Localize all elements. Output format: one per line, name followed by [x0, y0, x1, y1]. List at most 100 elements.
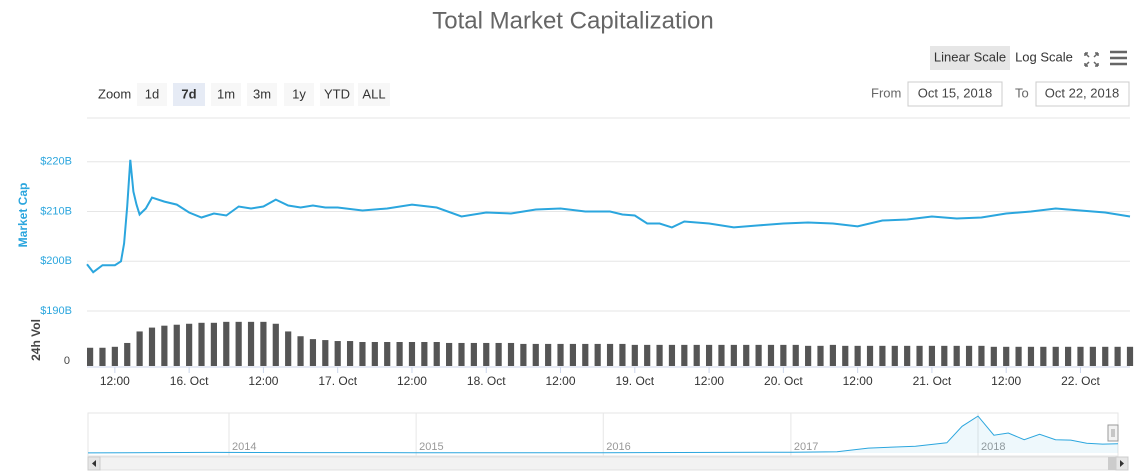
volume-bar	[718, 344, 725, 366]
volume-bar	[606, 343, 614, 366]
zoom-button[interactable]	[358, 83, 390, 106]
from-label: From	[871, 85, 901, 100]
y2-axis-title: 24h Vol	[29, 319, 43, 361]
volume-bar	[124, 342, 131, 366]
zoom-button-label[interactable]: ALL	[362, 86, 385, 101]
volume-bar	[569, 343, 577, 366]
volume-bar	[941, 345, 948, 366]
volume-bar	[953, 345, 960, 366]
volume-bar	[136, 331, 143, 366]
x-tick-label: 21. Oct	[913, 374, 952, 388]
volume-bar	[545, 343, 552, 366]
zoom-button[interactable]	[284, 83, 314, 106]
y2-tick-label: 0	[64, 355, 70, 367]
volume-bar	[1089, 346, 1096, 366]
navigator-tick-label: 2014	[232, 441, 256, 453]
volume-bar	[792, 344, 799, 366]
volume-bar	[854, 345, 861, 366]
volume-bar	[507, 342, 515, 366]
to-input[interactable]	[1035, 81, 1130, 107]
x-tick-label: 12:00	[991, 374, 1021, 388]
volume-bar	[1027, 346, 1035, 366]
scale-button-label[interactable]: Log Scale	[1015, 49, 1073, 64]
from-input[interactable]	[907, 81, 1003, 107]
volume-bar	[1102, 346, 1109, 366]
zoom-button[interactable]	[320, 83, 354, 106]
volume-bar	[1114, 346, 1121, 366]
menu-icon[interactable]	[1110, 50, 1127, 66]
volume-bar	[198, 322, 205, 366]
volume-bar	[1065, 346, 1072, 366]
volume-bar	[111, 346, 118, 366]
volume-bar	[322, 340, 329, 366]
y-tick-label: $190B	[40, 305, 72, 317]
volume-bar	[470, 342, 477, 366]
volume-bar	[408, 342, 416, 366]
y-tick-label: $200B	[40, 255, 72, 267]
navigator-area-fill	[88, 416, 1118, 453]
volume-bar	[483, 342, 490, 366]
volume-bar	[173, 324, 180, 366]
zoom-button[interactable]	[137, 83, 167, 106]
volume-bar	[1052, 346, 1059, 366]
x-tick-label: 16. Oct	[170, 374, 209, 388]
scale-button[interactable]	[930, 46, 1010, 70]
volume-bar	[334, 341, 341, 366]
volume-bar	[644, 344, 651, 366]
volume-bar	[433, 342, 440, 366]
zoom-button-label[interactable]: 1y	[292, 86, 306, 101]
volume-bar	[359, 342, 366, 366]
volume-bar	[743, 344, 750, 366]
x-tick-label: 12:00	[248, 374, 278, 388]
volume-bar	[891, 345, 898, 366]
volume-bar	[223, 321, 230, 366]
volume-bar	[421, 342, 428, 366]
volume-bar	[681, 344, 688, 366]
volume-bar	[371, 342, 378, 366]
volume-bar	[582, 343, 589, 366]
zoom-button-label[interactable]: 7d	[181, 86, 196, 101]
zoom-button-label[interactable]: 1d	[145, 86, 159, 101]
volume-bar	[1040, 346, 1047, 366]
volume-bar	[928, 345, 936, 366]
x-tick-label: 12:00	[843, 374, 873, 388]
volume-bar	[693, 344, 700, 366]
volume-bar	[161, 325, 168, 366]
volume-bar	[532, 343, 539, 366]
scale-button-label[interactable]: Linear Scale	[934, 49, 1006, 64]
zoom-label: Zoom	[98, 86, 131, 101]
volume-bar	[520, 343, 527, 366]
volume-bar	[842, 345, 849, 366]
volume-bar	[990, 346, 997, 366]
volume-bar	[495, 342, 502, 366]
zoom-button-label[interactable]: 1m	[217, 86, 235, 101]
volume-bar	[817, 345, 824, 366]
navigator-tick-label: 2015	[419, 441, 443, 453]
handle-grip	[1111, 429, 1115, 437]
zoom-button[interactable]	[173, 83, 205, 106]
from-date[interactable]: Oct 15, 2018	[918, 85, 992, 100]
navigator-tick-label: 2017	[794, 441, 818, 453]
scale-button[interactable]	[1012, 46, 1076, 70]
volume-bar	[805, 345, 812, 366]
zoom-button-label[interactable]: 3m	[253, 86, 271, 101]
zoom-button[interactable]	[247, 83, 277, 106]
zoom-button[interactable]	[211, 83, 241, 106]
scrollbar[interactable]	[87, 456, 1129, 471]
scroll-thumb[interactable]	[1108, 457, 1116, 470]
volume-bar	[879, 345, 886, 366]
volume-bar	[148, 327, 156, 366]
volume-bar	[557, 343, 564, 366]
to-label: To	[1015, 85, 1029, 100]
volume-bar	[260, 321, 267, 366]
to-date[interactable]: Oct 22, 2018	[1045, 85, 1119, 100]
navigator-tick-label: 2016	[606, 441, 630, 453]
expand-icon[interactable]	[1084, 52, 1099, 67]
navigator-handle[interactable]	[1107, 424, 1119, 442]
volume-bar	[755, 344, 762, 366]
zoom-button-label[interactable]: YTD	[324, 86, 350, 101]
x-tick-label: 19. Oct	[615, 374, 654, 388]
volume-bar	[1126, 346, 1134, 366]
y-axis-title: Market Cap	[16, 183, 30, 248]
